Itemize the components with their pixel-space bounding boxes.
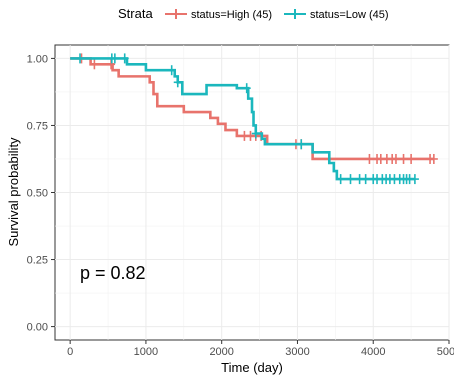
x-tick-label: 0 bbox=[67, 346, 73, 358]
x-tick-label: 4000 bbox=[361, 346, 385, 358]
y-axis-title: Survival probability bbox=[6, 137, 21, 247]
legend-title: Strata bbox=[118, 6, 153, 21]
x-axis-title: Time (day) bbox=[221, 360, 283, 375]
legend-item-low: status=Low (45) bbox=[284, 9, 389, 21]
y-tick-label: 0.75 bbox=[27, 120, 48, 132]
p-value-annotation: p = 0.82 bbox=[80, 263, 146, 283]
x-tick-label: 2000 bbox=[209, 346, 233, 358]
y-tick-label: 0.00 bbox=[27, 322, 48, 334]
legend-label-low: status=Low (45) bbox=[310, 9, 389, 21]
x-tick-label: 3000 bbox=[285, 346, 309, 358]
legend: Strata status=High (45) status=Low (45) bbox=[118, 6, 389, 21]
legend-label-high: status=High (45) bbox=[191, 9, 272, 21]
km-curve-1 bbox=[70, 57, 415, 181]
grid bbox=[55, 45, 450, 340]
y-tick-label: 0.25 bbox=[27, 255, 48, 267]
y-tick-label: 1.00 bbox=[27, 53, 48, 65]
series-layer bbox=[70, 53, 438, 185]
legend-item-high: status=High (45) bbox=[165, 9, 272, 21]
y-tick-label: 0.50 bbox=[27, 188, 48, 200]
x-tick-label: 1000 bbox=[134, 346, 158, 358]
